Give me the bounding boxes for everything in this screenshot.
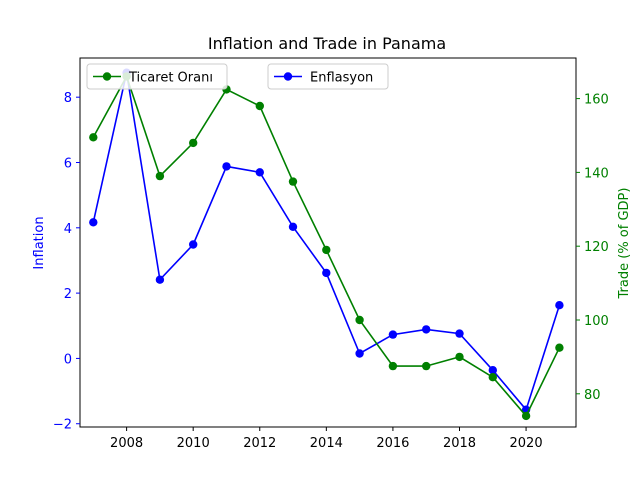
right-y-tick-label: 120 [584, 240, 609, 255]
legend-box [86, 63, 228, 90]
right-y-tick-label: 140 [584, 166, 609, 181]
trade-data-point [255, 101, 264, 111]
left-y-tick-label: 2 [64, 287, 72, 302]
left-y-tick-label: 8 [64, 91, 72, 106]
trade-data-point [455, 352, 464, 362]
inflation-data-point [155, 275, 165, 284]
chart-title: Inflation and Trade in Panama [208, 34, 446, 53]
trade-data-point [422, 361, 431, 371]
legend-label: Enflasyon [310, 71, 373, 86]
left-axis-title: Inflation [32, 216, 47, 269]
inflation-data-point [455, 329, 464, 338]
x-tick-label: 2016 [376, 436, 409, 451]
inflation-data-point [288, 222, 298, 231]
inflation-data-point [255, 168, 264, 177]
inflation-data-point [422, 325, 431, 334]
legends: Ticaret Oranı Enflasyon [86, 63, 389, 90]
trade-data-point [155, 171, 165, 181]
inflation-data-point [322, 268, 331, 278]
trade-data-point [322, 245, 331, 255]
x-tick-label: 2014 [310, 436, 343, 451]
right-y-tick-label: 100 [584, 314, 609, 329]
left-y-tick-label: 0 [64, 352, 72, 367]
legend: Enflasyon [267, 63, 389, 90]
plot-area [89, 68, 564, 421]
inflation-data-point [488, 366, 497, 375]
plot-frame [79, 57, 577, 428]
trade-data-point [288, 177, 298, 186]
inflation-data-point [388, 330, 398, 339]
inflation-data-point [189, 240, 198, 249]
legend-box [267, 63, 389, 90]
trade-data-point [488, 373, 497, 382]
axes: 2008 2010 2012 2014 2016 2018 2020 −2 0 2 4 6 8 80 100… [53, 57, 609, 451]
inflation-data-point [555, 301, 564, 310]
x-tick-label: 2018 [443, 436, 476, 451]
left-y-tick-label: −2 [53, 418, 72, 433]
x-tick-label: 2020 [510, 436, 543, 451]
right-axis-title: Trade (% of GDP) [617, 188, 632, 300]
trade-data-point [189, 138, 198, 148]
inflation-data-point [222, 162, 231, 171]
left-y-tick-label: 6 [64, 156, 72, 171]
trade-data-point [555, 343, 564, 352]
trade-data-point [89, 133, 98, 142]
legend: Ticaret Oranı [86, 63, 228, 90]
legend-marker [102, 72, 112, 81]
right-y-tick-label: 160 [584, 93, 609, 108]
x-tick-label: 2012 [243, 436, 276, 451]
legend-marker [283, 72, 293, 81]
inflation-data-point [89, 218, 98, 227]
legend-label: Ticaret Oranı [128, 71, 213, 86]
inflation-series-line [92, 72, 561, 412]
trade-data-point [521, 411, 531, 421]
left-y-tick-label: 4 [64, 222, 72, 237]
x-tick-label: 2010 [177, 436, 210, 451]
trade-data-point [355, 315, 364, 325]
x-tick-label: 2008 [110, 436, 143, 451]
inflation-data-point [355, 349, 364, 358]
trade-data-point [388, 361, 398, 371]
right-y-tick-label: 80 [584, 388, 601, 403]
